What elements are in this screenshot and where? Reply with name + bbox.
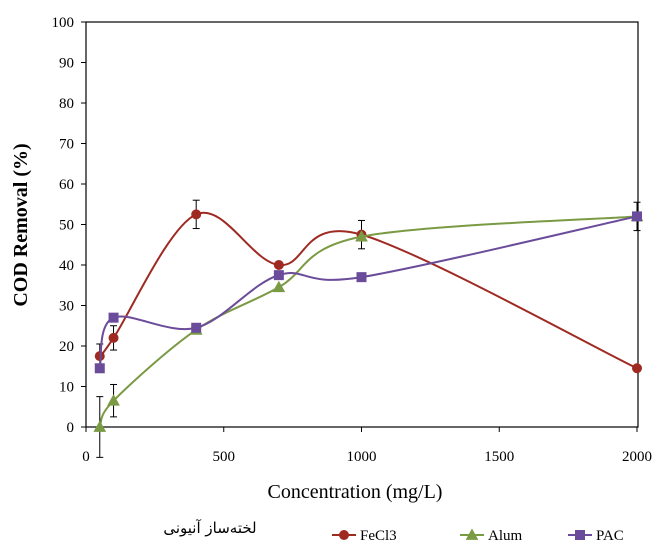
series-line-fecl3 <box>98 211 638 370</box>
legend-marker-pac <box>575 530 585 540</box>
legend-label-pac: PAC <box>596 528 624 544</box>
data-point-pac <box>94 363 105 374</box>
x-tick-label: 1000 <box>347 449 377 465</box>
data-point-alum <box>272 280 286 293</box>
legend-caption: لخته‌ساز آنیونی <box>163 519 256 537</box>
x-tick-label: 0 <box>82 449 90 465</box>
y-tick-label: 20 <box>59 339 74 355</box>
y-tick-label: 10 <box>59 380 74 396</box>
series-line-pac <box>98 215 638 369</box>
data-point-pac <box>356 272 367 283</box>
y-tick-label: 70 <box>59 137 74 153</box>
y-axis-title: COD Removal (%) <box>10 143 32 306</box>
legend-marker-fecl3 <box>339 530 349 540</box>
data-point-pac <box>191 322 202 333</box>
x-tick-label: 500 <box>213 449 236 465</box>
legend-marker-alum <box>465 528 479 540</box>
x-axis-title: Concentration (mg/L) <box>268 481 443 503</box>
data-point-fecl3 <box>108 332 119 343</box>
y-tick-label: 50 <box>59 218 74 234</box>
x-axis-ticks: 0 500 1000 1500 2000 <box>82 427 652 465</box>
data-point-pac <box>273 270 284 281</box>
data-point-fecl3 <box>632 363 642 374</box>
series-fecl3 <box>94 199 642 374</box>
series-pac <box>94 201 642 374</box>
legend: FeCl3 Alum PAC <box>332 528 624 544</box>
series-line-alum <box>98 215 638 428</box>
data-point-alum <box>107 394 120 406</box>
y-tick-label: 30 <box>59 299 74 315</box>
y-tick-label: 40 <box>59 258 74 274</box>
y-axis-ticks: 0 10 20 30 40 50 60 70 80 90 100 <box>52 15 86 436</box>
x-tick-label: 1500 <box>484 449 514 465</box>
series-layer <box>93 199 644 458</box>
data-point-alum <box>93 420 107 432</box>
data-point-pac <box>108 312 119 323</box>
y-tick-label: 80 <box>59 96 74 112</box>
y-tick-label: 90 <box>59 56 74 72</box>
y-tick-label: 100 <box>52 15 75 31</box>
legend-label-alum: Alum <box>488 528 523 544</box>
y-tick-label: 0 <box>67 420 75 436</box>
data-point-fecl3 <box>273 260 284 270</box>
y-tick-label: 60 <box>59 177 74 193</box>
data-point-pac <box>632 211 642 222</box>
data-point-alum <box>355 230 368 242</box>
legend-label-fecl3: FeCl3 <box>360 528 397 544</box>
series-alum <box>93 209 644 458</box>
data-point-fecl3 <box>191 209 202 220</box>
x-tick-label: 2000 <box>622 449 652 465</box>
